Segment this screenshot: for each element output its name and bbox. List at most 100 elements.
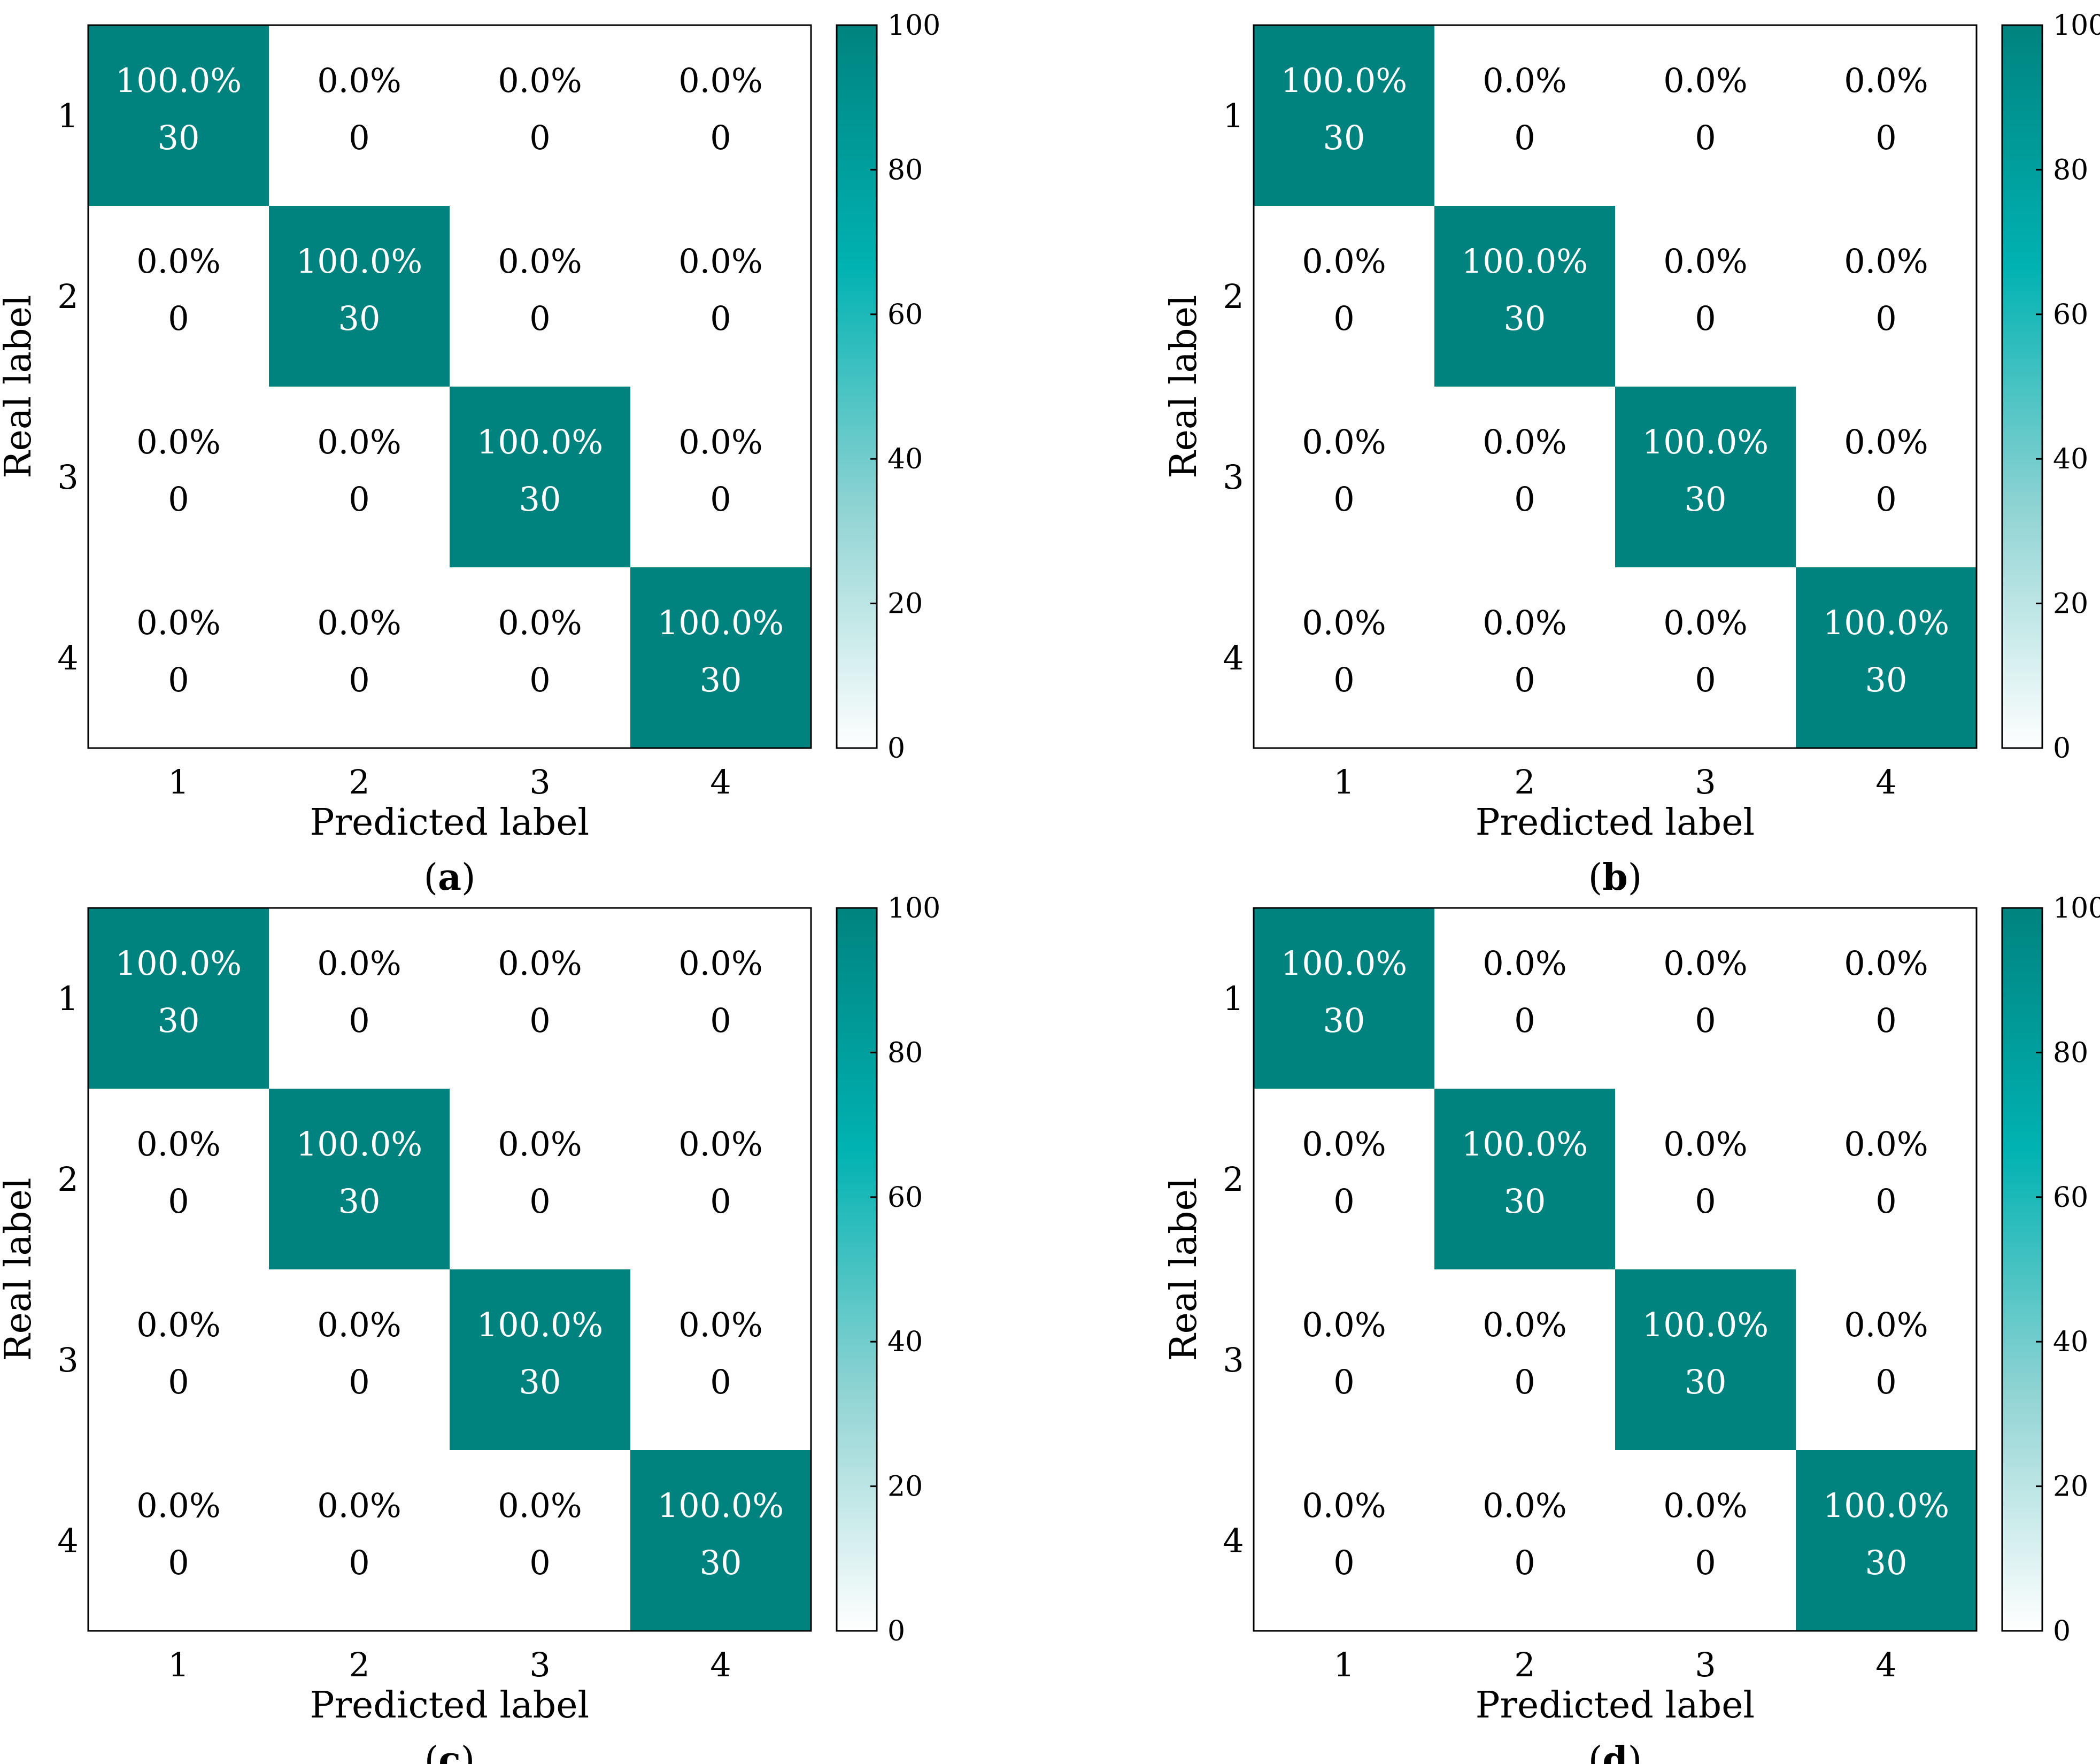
- colorbar: [836, 907, 878, 1632]
- cell-count-label: 0: [1695, 299, 1716, 338]
- cell-percent-label: 0.0%: [1663, 61, 1748, 100]
- confusion-matrix-panel-c: 100.0%300.0%00.0%00.0%00.0%0100.0%300.0%…: [0, 892, 940, 1764]
- matrix-cell: [269, 908, 450, 1089]
- cell-count-label: 0: [1333, 1362, 1354, 1401]
- y-tick-label: 3: [57, 458, 78, 497]
- cell-count-label: 0: [1333, 480, 1354, 519]
- colorbar-tick-label: 20: [2053, 1471, 2088, 1503]
- x-axis-label: Predicted label: [1476, 802, 1755, 844]
- matrix-cell: [1434, 1269, 1615, 1450]
- matrix-cell: [88, 1089, 269, 1269]
- panel-label: (d): [1588, 1739, 1642, 1764]
- colorbar-tick-label: 40: [2053, 1326, 2088, 1358]
- confusion-matrix-panel-a: 100.0%300.0%00.0%00.0%00.0%0100.0%300.0%…: [0, 10, 940, 899]
- cell-percent-label: 0.0%: [678, 944, 763, 983]
- x-tick-label: 1: [1333, 762, 1354, 802]
- colorbar-tick-label: 0: [887, 733, 905, 765]
- matrix-cell: [1796, 25, 1977, 206]
- cell-count-label: 30: [519, 480, 561, 519]
- cell-percent-label: 0.0%: [678, 242, 763, 281]
- panel-label: (a): [423, 856, 475, 899]
- matrix-cell: [1796, 1089, 1977, 1269]
- cell-count-label: 0: [1875, 1001, 1896, 1040]
- cell-percent-label: 0.0%: [498, 944, 582, 983]
- colorbar-tick-label: 0: [887, 1615, 905, 1647]
- colorbar-tick-label: 100: [887, 10, 940, 42]
- cell-percent-label: 100.0%: [1281, 944, 1407, 983]
- x-tick-label: 4: [710, 762, 731, 802]
- colorbar-tick-label: 80: [2053, 154, 2088, 186]
- cell-count-label: 30: [158, 1001, 200, 1040]
- cell-percent-label: 0.0%: [1302, 1305, 1386, 1344]
- matrix-cell: [1254, 908, 1434, 1089]
- x-tick-label: 1: [168, 1645, 189, 1684]
- cell-percent-label: 0.0%: [498, 1486, 582, 1525]
- y-tick-label: 1: [57, 979, 78, 1018]
- matrix-cell: [1615, 1269, 1796, 1450]
- y-axis-label: Real label: [0, 1177, 40, 1361]
- matrix-cell: [269, 567, 450, 748]
- matrix-frame: [87, 907, 812, 1632]
- cell-percent-label: 100.0%: [115, 61, 242, 100]
- x-tick-label: 3: [1695, 762, 1716, 802]
- cell-count-label: 0: [1333, 1182, 1354, 1221]
- y-tick-label: 1: [57, 96, 78, 135]
- colorbar-tick-label: 60: [887, 299, 923, 331]
- colorbar-tick-label: 20: [887, 1471, 923, 1503]
- matrix-cell: [88, 567, 269, 748]
- matrix-cell: [269, 1269, 450, 1450]
- cell-count-label: 0: [349, 1362, 369, 1401]
- cell-count-label: 30: [1504, 299, 1546, 338]
- matrix-cell: [630, 206, 811, 387]
- confusion-matrix-panel-d: 100.0%300.0%00.0%00.0%00.0%0100.0%300.0%…: [1163, 892, 2100, 1764]
- cell-count-label: 0: [1333, 299, 1354, 338]
- cell-count-label: 0: [1695, 1182, 1716, 1221]
- colorbar-tick-label: 60: [2053, 299, 2088, 331]
- x-tick-label: 1: [168, 762, 189, 802]
- x-tick-label: 4: [1875, 1645, 1896, 1684]
- cell-percent-label: 0.0%: [136, 1124, 221, 1164]
- cell-count-label: 30: [700, 660, 742, 699]
- cell-count-label: 0: [529, 660, 550, 699]
- cell-count-label: 0: [529, 1001, 550, 1040]
- matrix-cell: [88, 908, 269, 1089]
- cell-percent-label: 0.0%: [1844, 61, 1928, 100]
- y-axis-label: Real label: [1163, 1177, 1205, 1361]
- matrix-cell: [450, 25, 630, 206]
- cell-percent-label: 0.0%: [1302, 1124, 1386, 1164]
- matrix-cell: [630, 1089, 811, 1269]
- colorbar: [2001, 907, 2043, 1632]
- cell-percent-label: 0.0%: [317, 1305, 402, 1344]
- matrix-cell: [1796, 1269, 1977, 1450]
- colorbar-tick-label: 20: [887, 588, 923, 620]
- matrix-cell: [1254, 1450, 1434, 1631]
- cell-count-label: 0: [1695, 660, 1716, 699]
- cell-count-label: 30: [158, 118, 200, 157]
- cell-percent-label: 0.0%: [1844, 1305, 1928, 1344]
- cell-percent-label: 0.0%: [498, 61, 582, 100]
- cell-count-label: 0: [1875, 299, 1896, 338]
- cell-count-label: 30: [1685, 1362, 1727, 1401]
- cell-percent-label: 100.0%: [1823, 1486, 1949, 1525]
- matrix-cell: [1254, 567, 1434, 748]
- cell-percent-label: 0.0%: [498, 242, 582, 281]
- matrix-cell: [269, 1450, 450, 1631]
- cell-count-label: 0: [1514, 1362, 1535, 1401]
- matrix-cell: [630, 908, 811, 1089]
- y-tick-label: 2: [1223, 277, 1244, 316]
- colorbar-tick-label: 20: [2053, 588, 2088, 620]
- matrix-cell: [1254, 1269, 1434, 1450]
- colorbar-tick-label: 80: [887, 154, 923, 186]
- cell-count-label: 30: [338, 1182, 381, 1221]
- cell-count-label: 0: [710, 1362, 731, 1401]
- y-tick-label: 3: [1223, 458, 1244, 497]
- cell-percent-label: 100.0%: [1642, 1305, 1769, 1344]
- y-tick-label: 1: [1223, 979, 1244, 1018]
- cell-percent-label: 0.0%: [136, 242, 221, 281]
- cell-percent-label: 0.0%: [678, 61, 763, 100]
- x-tick-label: 4: [710, 1645, 731, 1684]
- cell-count-label: 0: [1695, 1001, 1716, 1040]
- x-tick-label: 3: [1695, 1645, 1716, 1684]
- y-tick-label: 3: [1223, 1341, 1244, 1380]
- cell-percent-label: 0.0%: [136, 422, 221, 461]
